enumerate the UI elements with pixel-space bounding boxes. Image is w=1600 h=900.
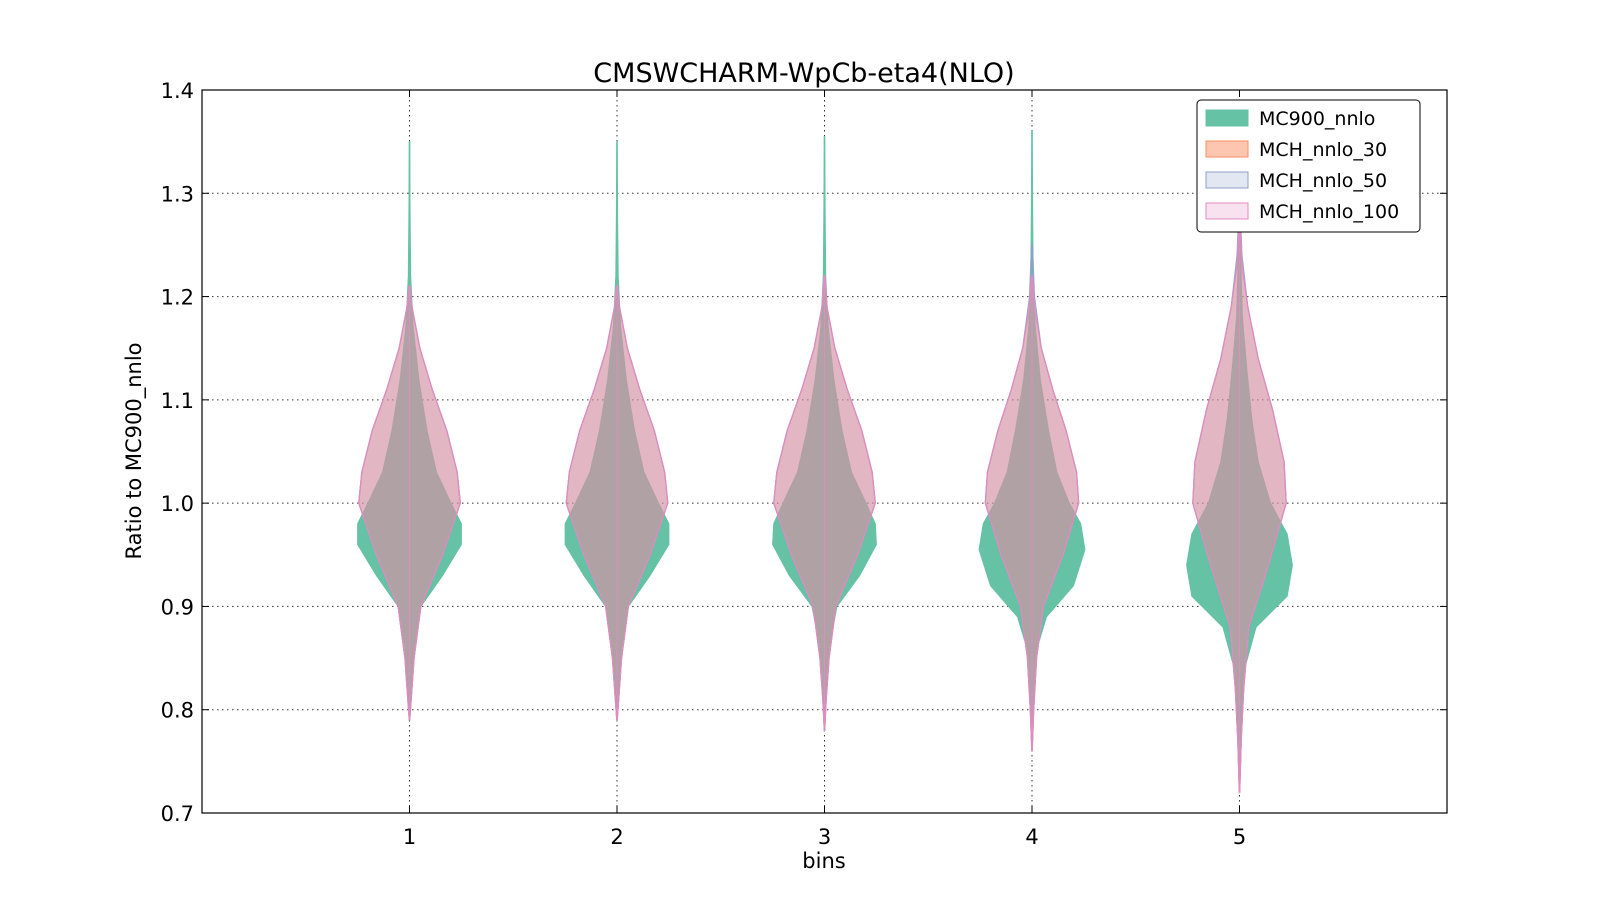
x-tick-label: 5 xyxy=(1233,825,1246,849)
chart-title: CMSWCHARM-WpCb-eta4(NLO) xyxy=(593,58,1014,89)
legend-label: MCH_nnlo_30 xyxy=(1259,139,1387,161)
y-tick-label: 0.8 xyxy=(161,699,194,723)
y-axis-label: Ratio to MC900_nnlo xyxy=(122,342,147,559)
y-tick-label: 1.4 xyxy=(161,79,194,103)
y-tick-label: 1.2 xyxy=(161,286,194,310)
x-axis-label: bins xyxy=(802,849,845,873)
violin-series-MCH_nnlo_100 xyxy=(358,223,1287,793)
legend-box xyxy=(1196,99,1421,233)
legend-swatch xyxy=(1205,171,1249,189)
y-tick-label: 0.7 xyxy=(161,802,194,826)
legend-swatch xyxy=(1205,202,1249,220)
x-tick-label: 3 xyxy=(818,825,831,849)
y-tick-label: 1.1 xyxy=(161,389,194,413)
y-tick-label: 0.9 xyxy=(161,595,194,619)
legend-label: MC900_nnlo xyxy=(1259,108,1375,130)
x-tick-label: 1 xyxy=(403,825,416,849)
tick-layer: 0.7 0.8 0.9 1.0 1.1 1.2 1.3 1.4 1 2 3 4 5 xyxy=(161,79,1447,849)
violin-layer xyxy=(357,130,1293,793)
y-tick-label: 1.3 xyxy=(161,182,194,206)
legend-label: MCH_nnlo_100 xyxy=(1259,201,1399,223)
legend-label: MCH_nnlo_50 xyxy=(1259,170,1387,192)
y-tick-label: 1.0 xyxy=(161,492,194,516)
legend: MC900_nnlo MCH_nnlo_30 MCH_nnlo_50 MCH_nnlo… xyxy=(1196,99,1421,233)
x-tick-label: 4 xyxy=(1025,825,1038,849)
legend-swatch xyxy=(1205,109,1249,127)
x-tick-label: 2 xyxy=(610,825,623,849)
legend-swatch xyxy=(1205,140,1249,158)
